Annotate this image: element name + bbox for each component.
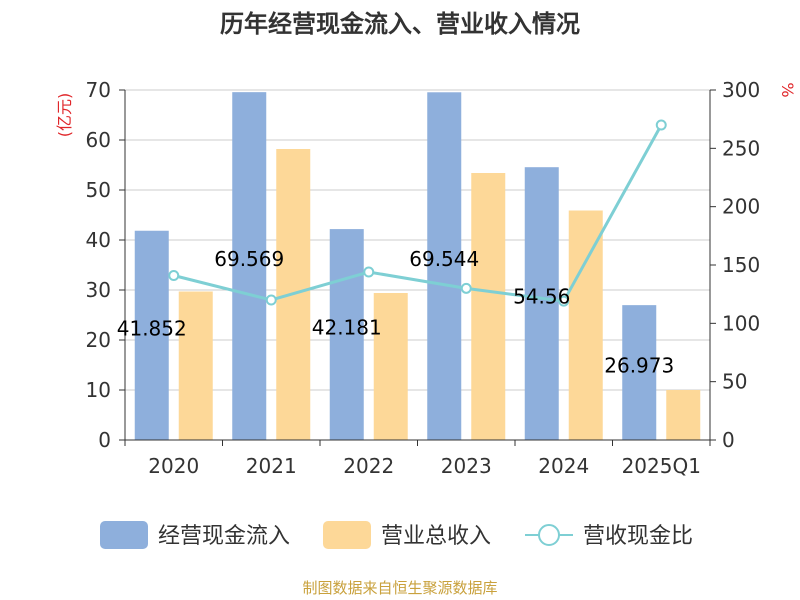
right-axis-unit: %	[778, 82, 797, 97]
right-axis-tick-label: 200	[722, 195, 760, 219]
line-point	[655, 119, 667, 131]
left-axis-tick-label: 60	[86, 128, 111, 152]
line-series	[168, 119, 667, 307]
bar-0-2020	[134, 230, 169, 440]
data-label: 69.544	[409, 247, 479, 271]
line-point	[265, 294, 277, 306]
left-axis-tick-label: 70	[86, 78, 111, 102]
bar-1-2020	[178, 291, 213, 440]
left-axis-tick-label: 0	[98, 428, 111, 452]
data-label: 69.569	[214, 247, 284, 271]
left-axis-tick-label: 10	[86, 378, 111, 402]
bar-1-2023	[471, 173, 506, 440]
line-point	[363, 266, 375, 278]
bar-0-2021	[232, 92, 267, 440]
bar-0-2024	[524, 167, 559, 440]
left-axis-tick-label: 40	[86, 228, 111, 252]
grid-lines	[125, 89, 710, 391]
bar-1-2025Q1	[666, 390, 701, 440]
bar-1-2022	[373, 293, 408, 440]
data-label: 41.852	[117, 316, 187, 340]
bar-0-2023	[427, 92, 462, 440]
axes: 0 10 20 30 40 50 60 70 0 50 100 150 200 250 300 2020 202…	[86, 78, 761, 478]
x-axis-tick-label: 2022	[343, 454, 394, 478]
data-label: 26.973	[604, 354, 674, 378]
data-labels: 41.852 69.569 42.181 69.544 54.56 26.973	[117, 247, 674, 377]
chart-title: 历年经营现金流入、营业收入情况	[220, 10, 580, 38]
x-axis-tick-label: 2025Q1	[622, 454, 701, 478]
right-axis-tick-label: 150	[722, 253, 760, 277]
right-axis-tick-label: 50	[722, 370, 747, 394]
right-axis-tick-label: 100	[722, 311, 760, 335]
x-axis-tick-label: 2023	[441, 454, 492, 478]
bar-0-2022	[329, 229, 364, 440]
legend: 经营现金流入 营业总收入 营收现金比	[100, 521, 693, 549]
source-note: 制图数据来自恒生聚源数据库	[302, 579, 497, 597]
line-path	[173, 124, 663, 303]
legend-label: 营业总收入	[381, 524, 491, 549]
left-axis-tick-label: 20	[86, 328, 111, 352]
right-axis-tick-label: 250	[722, 136, 760, 160]
legend-swatch	[100, 521, 148, 549]
right-axis-tick-label: 0	[722, 428, 735, 452]
legend-label: 经营现金流入	[158, 524, 290, 549]
left-axis-tick-label: 50	[86, 178, 111, 202]
right-axis-tick-label: 300	[722, 78, 760, 102]
line-point	[558, 295, 570, 307]
legend-marker	[538, 524, 560, 546]
legend-swatch	[323, 521, 371, 549]
data-label: 54.56	[513, 285, 570, 309]
line-point	[168, 270, 180, 281]
legend-label: 营收现金比	[583, 524, 693, 549]
line-point	[460, 282, 472, 294]
bar-1-2024	[568, 210, 603, 440]
x-axis-tick-label: 2020	[148, 454, 199, 478]
data-label: 42.181	[312, 316, 382, 340]
left-axis-tick-label: 30	[86, 278, 111, 302]
x-axis-tick-label: 2021	[246, 454, 297, 478]
bar-series	[134, 92, 701, 440]
x-axis-tick-label: 2024	[538, 454, 589, 478]
bar-0-2025Q1	[622, 305, 657, 440]
left-axis-unit: (亿元)	[55, 93, 74, 138]
